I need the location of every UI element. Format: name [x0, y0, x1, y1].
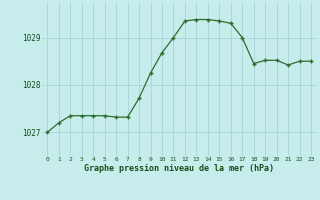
X-axis label: Graphe pression niveau de la mer (hPa): Graphe pression niveau de la mer (hPa)	[84, 164, 274, 173]
